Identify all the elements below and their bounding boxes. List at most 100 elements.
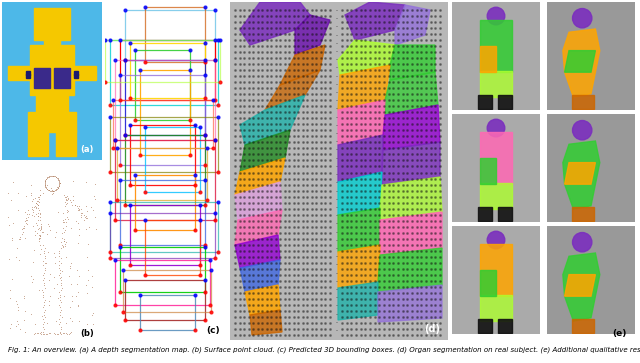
Point: [239, 97, 249, 103]
Bar: [480, 132, 512, 184]
Point: [248, 260, 258, 266]
Point: [280, 218, 290, 224]
Point: [230, 290, 240, 296]
Point: [56, 324, 66, 330]
Point: [243, 248, 253, 254]
Point: [284, 43, 294, 49]
Point: [365, 85, 375, 91]
Point: [253, 260, 263, 266]
Point: [374, 61, 385, 67]
Point: [388, 278, 399, 284]
Point: [230, 55, 240, 61]
Point: [360, 37, 371, 43]
Point: [402, 200, 412, 205]
Point: [28, 198, 38, 204]
Point: [407, 49, 417, 55]
Point: [393, 290, 403, 296]
Point: [243, 278, 253, 284]
Point: [430, 326, 440, 332]
Point: [280, 25, 290, 31]
Point: [234, 302, 244, 308]
Point: [337, 266, 347, 272]
Point: [402, 182, 412, 187]
Point: [60, 320, 70, 326]
Point: [230, 188, 240, 193]
Point: [321, 122, 331, 127]
Point: [379, 103, 389, 109]
Point: [280, 79, 290, 85]
Point: [27, 204, 37, 210]
Point: [311, 97, 321, 103]
Point: [248, 79, 258, 85]
Point: [337, 278, 347, 284]
Point: [356, 139, 366, 145]
Point: [243, 134, 253, 139]
Point: [342, 254, 352, 260]
Point: [275, 278, 285, 284]
Point: [248, 290, 258, 296]
Point: [257, 134, 268, 139]
Point: [248, 127, 258, 133]
Point: [342, 127, 352, 133]
Text: (b): (b): [80, 329, 94, 338]
Point: [307, 67, 317, 73]
Point: [262, 164, 272, 170]
Point: [311, 7, 321, 13]
Bar: [26, 74, 30, 78]
Point: [289, 182, 299, 187]
Point: [293, 224, 303, 229]
Point: [257, 290, 268, 296]
Point: [243, 182, 253, 187]
Point: [416, 170, 426, 175]
Point: [342, 212, 352, 217]
Point: [393, 37, 403, 43]
Point: [397, 230, 408, 236]
Point: [379, 13, 389, 19]
Point: [257, 320, 268, 326]
Point: [248, 139, 258, 145]
Point: [29, 204, 39, 210]
Point: [17, 231, 27, 236]
Point: [426, 326, 436, 332]
Point: [65, 263, 75, 269]
Point: [58, 219, 68, 225]
Point: [248, 194, 258, 200]
Point: [356, 91, 366, 97]
Point: [421, 49, 431, 55]
Point: [52, 209, 63, 215]
Point: [435, 308, 445, 314]
Point: [248, 55, 258, 61]
Circle shape: [487, 7, 505, 25]
Point: [266, 236, 276, 242]
Point: [360, 139, 371, 145]
Point: [7, 237, 17, 243]
Point: [234, 73, 244, 79]
Point: [298, 320, 308, 326]
Point: [266, 158, 276, 163]
Point: [298, 242, 308, 248]
Point: [407, 296, 417, 302]
Point: [257, 284, 268, 290]
Point: [397, 164, 408, 170]
Text: (c): (c): [206, 326, 220, 335]
Point: [239, 188, 249, 193]
Point: [307, 188, 317, 193]
Point: [435, 176, 445, 182]
Point: [239, 37, 249, 43]
Point: [351, 79, 361, 85]
Point: [421, 122, 431, 127]
Point: [271, 115, 281, 121]
Point: [369, 170, 380, 175]
Point: [379, 91, 389, 97]
Point: [316, 230, 326, 236]
Point: [35, 232, 45, 238]
Point: [248, 151, 258, 157]
Point: [289, 134, 299, 139]
Point: [271, 230, 281, 236]
Point: [337, 296, 347, 302]
Point: [253, 164, 263, 170]
Point: [416, 134, 426, 139]
Polygon shape: [235, 210, 282, 245]
Point: [383, 266, 394, 272]
Point: [248, 134, 258, 139]
